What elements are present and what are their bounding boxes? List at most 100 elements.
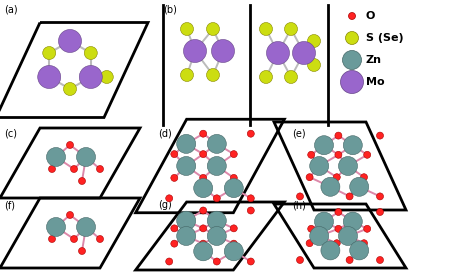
Circle shape — [247, 207, 254, 214]
Circle shape — [346, 193, 353, 200]
Circle shape — [224, 178, 243, 198]
Circle shape — [171, 174, 178, 182]
Circle shape — [211, 39, 235, 63]
Circle shape — [200, 130, 207, 137]
Text: (c): (c) — [4, 128, 17, 138]
Circle shape — [76, 148, 95, 167]
Circle shape — [259, 71, 273, 83]
Text: (e): (e) — [292, 128, 306, 138]
Circle shape — [315, 136, 334, 155]
Circle shape — [376, 193, 383, 200]
Circle shape — [297, 257, 303, 264]
Circle shape — [230, 174, 237, 182]
Circle shape — [310, 227, 328, 245]
Circle shape — [171, 225, 178, 232]
Circle shape — [230, 225, 237, 232]
Circle shape — [66, 142, 73, 148]
Circle shape — [48, 165, 55, 173]
Circle shape — [79, 177, 85, 185]
Circle shape — [66, 212, 73, 219]
Circle shape — [43, 46, 56, 59]
Circle shape — [364, 225, 371, 232]
Circle shape — [166, 258, 173, 265]
Text: O: O — [366, 11, 375, 21]
Circle shape — [343, 136, 362, 155]
Circle shape — [76, 217, 95, 237]
Circle shape — [200, 207, 207, 214]
Circle shape — [348, 13, 356, 19]
Circle shape — [321, 177, 340, 196]
Circle shape — [247, 258, 254, 265]
Text: (d): (d) — [158, 128, 172, 138]
Circle shape — [58, 29, 82, 53]
Text: (h): (h) — [292, 200, 306, 210]
Circle shape — [315, 212, 334, 231]
Circle shape — [259, 23, 273, 36]
Circle shape — [46, 148, 65, 167]
Circle shape — [308, 34, 320, 48]
Circle shape — [361, 174, 367, 181]
Circle shape — [343, 51, 362, 70]
Circle shape — [100, 71, 113, 83]
Circle shape — [310, 157, 328, 175]
Circle shape — [284, 71, 298, 83]
Circle shape — [97, 235, 103, 242]
Circle shape — [306, 174, 313, 181]
Text: (a): (a) — [4, 4, 18, 14]
Circle shape — [247, 195, 254, 202]
Circle shape — [171, 240, 178, 247]
Text: (f): (f) — [4, 200, 15, 210]
Circle shape — [207, 227, 226, 245]
Circle shape — [230, 240, 237, 247]
Circle shape — [177, 134, 196, 153]
Text: Mo: Mo — [366, 77, 384, 87]
Circle shape — [308, 225, 315, 232]
Circle shape — [340, 71, 364, 93]
Circle shape — [308, 151, 315, 158]
Circle shape — [284, 23, 298, 36]
Circle shape — [350, 177, 369, 196]
Circle shape — [346, 257, 353, 264]
Circle shape — [97, 165, 103, 173]
Circle shape — [224, 242, 243, 261]
Circle shape — [181, 23, 193, 36]
Circle shape — [346, 31, 358, 44]
Circle shape — [38, 66, 61, 88]
Circle shape — [84, 46, 97, 59]
Circle shape — [343, 212, 362, 231]
Circle shape — [333, 174, 340, 181]
Circle shape — [361, 240, 367, 247]
Circle shape — [308, 58, 320, 71]
Circle shape — [376, 132, 383, 139]
Circle shape — [181, 68, 193, 81]
Circle shape — [194, 178, 213, 198]
Circle shape — [230, 151, 237, 158]
Circle shape — [292, 41, 316, 64]
Text: (b): (b) — [163, 4, 177, 14]
Circle shape — [177, 227, 196, 245]
Circle shape — [333, 240, 340, 247]
Circle shape — [200, 174, 207, 182]
Circle shape — [183, 39, 207, 63]
Circle shape — [338, 157, 357, 175]
Circle shape — [207, 68, 219, 81]
Circle shape — [335, 132, 342, 139]
Circle shape — [207, 157, 226, 175]
Circle shape — [335, 151, 342, 158]
Circle shape — [200, 225, 207, 232]
Circle shape — [247, 130, 254, 137]
Circle shape — [213, 195, 220, 202]
Circle shape — [306, 240, 313, 247]
Circle shape — [200, 151, 207, 158]
Circle shape — [171, 151, 178, 158]
Text: S (Se): S (Se) — [366, 33, 404, 43]
Circle shape — [71, 165, 78, 173]
Circle shape — [194, 242, 213, 261]
Circle shape — [79, 247, 85, 254]
Circle shape — [376, 208, 383, 215]
Circle shape — [376, 257, 383, 264]
Circle shape — [207, 134, 226, 153]
Circle shape — [177, 157, 196, 175]
Circle shape — [166, 195, 173, 202]
Circle shape — [335, 225, 342, 232]
